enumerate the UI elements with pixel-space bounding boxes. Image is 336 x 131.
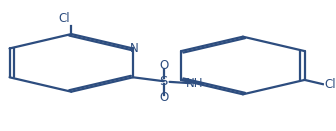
Text: Cl: Cl xyxy=(58,12,70,25)
Text: S: S xyxy=(160,75,168,88)
Text: NH: NH xyxy=(186,77,203,90)
Text: O: O xyxy=(159,91,168,105)
Text: Cl: Cl xyxy=(325,78,336,91)
Text: O: O xyxy=(159,59,168,72)
Text: N: N xyxy=(130,42,139,55)
